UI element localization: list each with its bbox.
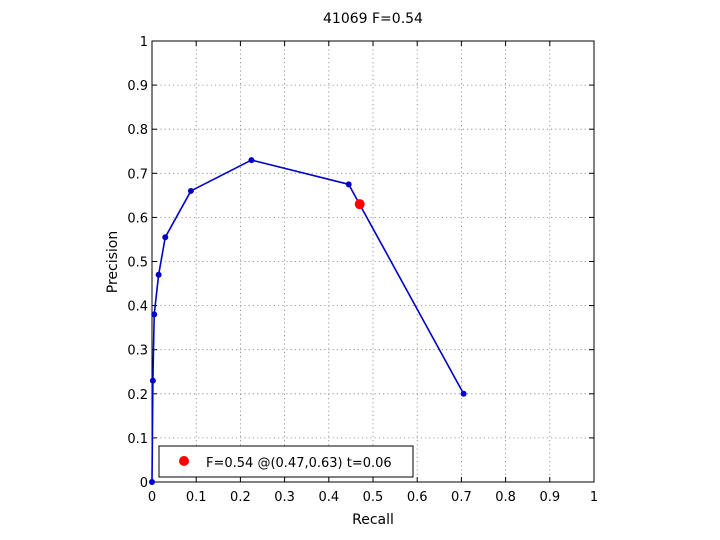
x-tick-label: 1 bbox=[590, 490, 598, 505]
legend: F=0.54 @(0.47,0.63) t=0.06 bbox=[158, 445, 414, 478]
data-point bbox=[187, 187, 194, 194]
x-tick-label: 0.5 bbox=[363, 490, 384, 505]
x-tick-label: 0.1 bbox=[186, 490, 207, 505]
y-tick-label: 0.8 bbox=[127, 123, 148, 138]
data-point bbox=[248, 157, 255, 164]
y-tick-label: 0.9 bbox=[127, 79, 148, 94]
data-point bbox=[149, 479, 155, 485]
y-tick-label: 0.6 bbox=[127, 211, 148, 226]
data-point bbox=[162, 234, 169, 241]
data-point bbox=[149, 377, 156, 384]
series-layer bbox=[149, 157, 467, 485]
x-tick-label: 0.9 bbox=[539, 490, 560, 505]
legend-entry: F=0.54 @(0.47,0.63) t=0.06 bbox=[206, 456, 392, 471]
y-tick-label: 0 bbox=[140, 476, 148, 491]
x-axis-label: Recall bbox=[352, 512, 394, 528]
legend-box bbox=[158, 445, 414, 478]
y-tick-label: 0.4 bbox=[127, 300, 148, 315]
data-point bbox=[155, 271, 162, 278]
x-tick-label: 0.8 bbox=[495, 490, 516, 505]
y-tick-label: 0.1 bbox=[127, 432, 148, 447]
y-tick-labels: 0 0.1 0.2 0.3 0.4 0.5 0.6 0.7 0.8 0.9 1 bbox=[127, 35, 148, 491]
best-point-layer bbox=[354, 199, 365, 210]
x-tick-label: 0.4 bbox=[318, 490, 339, 505]
x-tick-label: 0.2 bbox=[230, 490, 251, 505]
y-tick-label: 0.2 bbox=[127, 388, 148, 403]
x-tick-label: 0.6 bbox=[407, 490, 428, 505]
y-tick-label: 0.7 bbox=[127, 167, 148, 182]
data-point bbox=[345, 181, 352, 188]
data-point bbox=[460, 390, 467, 397]
legend-marker bbox=[179, 456, 189, 466]
best-f-point bbox=[354, 199, 365, 210]
x-tick-labels: 0 0.1 0.2 0.3 0.4 0.5 0.6 0.7 0.8 0.9 1 bbox=[148, 490, 598, 505]
chart-title: 41069 F=0.54 bbox=[323, 11, 423, 27]
y-tick-label: 0.3 bbox=[127, 344, 148, 359]
plot-background bbox=[152, 41, 594, 482]
x-tick-label: 0 bbox=[148, 490, 156, 505]
y-axis-label: Precision bbox=[105, 231, 121, 293]
x-tick-label: 0.7 bbox=[451, 490, 472, 505]
y-tick-label: 0.5 bbox=[127, 256, 148, 271]
data-point bbox=[151, 311, 158, 318]
x-tick-label: 0.3 bbox=[274, 490, 295, 505]
y-tick-label: 1 bbox=[140, 35, 148, 50]
